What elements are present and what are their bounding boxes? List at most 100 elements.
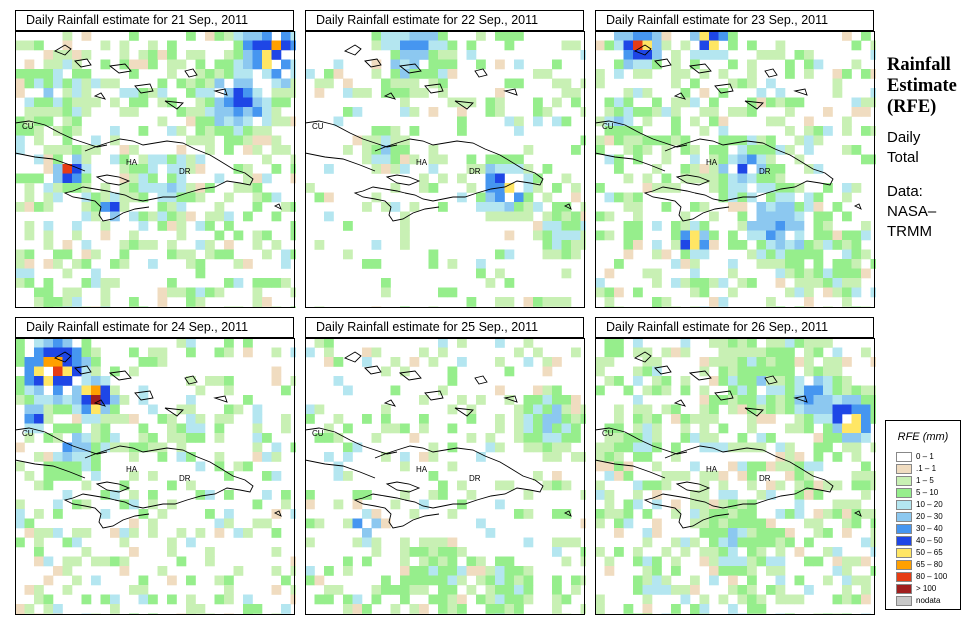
rainfall-cell [514, 192, 524, 203]
rainfall-cell [571, 414, 581, 424]
coastline [853, 510, 862, 517]
rainfall-cell [804, 471, 814, 481]
rainfall-cell [623, 192, 634, 203]
rainfall-cell [642, 69, 653, 79]
rainfall-cell [72, 414, 82, 424]
rainfall-cell [870, 154, 876, 165]
rainfall-cell [186, 164, 196, 174]
rainfall-cell [775, 594, 786, 605]
rainfall-cell [861, 395, 871, 405]
rainfall-cell [24, 59, 35, 70]
rainfall-cell [252, 88, 263, 98]
rainfall-cell [466, 297, 477, 307]
rainfall-cell [718, 154, 729, 165]
rainfall-cell [352, 499, 363, 510]
rainfall-cell [580, 107, 586, 117]
rainfall-cell [400, 537, 410, 548]
rainfall-cell [252, 31, 263, 41]
rainfall-cell [642, 135, 653, 146]
rainfall-cell [419, 423, 429, 434]
rainfall-cell [81, 88, 92, 98]
rainfall-cell [72, 154, 82, 165]
rainfall-cell [495, 202, 505, 212]
rainfall-cell [62, 404, 73, 415]
rainfall-cell [72, 97, 82, 108]
rainfall-cell [195, 78, 206, 89]
rainfall-cell [43, 88, 54, 98]
rainfall-cell [623, 40, 634, 51]
rainfall-cell [495, 385, 505, 396]
rainfall-cell [15, 249, 25, 260]
rainfall-cell [823, 183, 833, 193]
rainfall-cell [352, 518, 363, 529]
rainfall-cell [728, 230, 738, 241]
rainfall-cell [428, 547, 439, 557]
rainfall-cell [699, 471, 710, 481]
rainfall-cell [324, 433, 334, 443]
rainfall-cell [747, 509, 757, 519]
rainfall-cell [362, 347, 372, 358]
rainfall-cell [15, 69, 25, 79]
rainfall-cell [476, 395, 486, 405]
rainfall-cell [699, 173, 710, 184]
rainfall-cell [671, 585, 681, 595]
rainfall-cell [24, 78, 35, 89]
rainfall-cell [633, 376, 643, 386]
rainfall-cell [804, 164, 814, 174]
rainfall-cell [728, 268, 738, 279]
rainfall-cell [81, 164, 92, 174]
rainfall-cell [514, 594, 524, 605]
rainfall-cell [561, 116, 572, 127]
rainfall-cell [129, 414, 139, 424]
rainfall-cell [34, 366, 44, 377]
rainfall-cell [214, 69, 225, 79]
rainfall-cell [271, 97, 282, 108]
rainfall-cell [661, 31, 672, 41]
rainfall-cell [129, 164, 139, 174]
rainfall-cell [680, 230, 691, 241]
rainfall-cell [766, 395, 776, 405]
rainfall-cell [766, 518, 776, 529]
rainfall-cell [652, 31, 662, 41]
rainfall-cell [428, 183, 439, 193]
rainfall-cell [81, 107, 92, 117]
rainfall-cell [851, 594, 862, 605]
coastline [633, 44, 652, 56]
rainfall-cell [580, 78, 586, 89]
legend-swatch [896, 536, 912, 546]
rainfall-cell [523, 585, 534, 595]
rainfall-cell [728, 490, 738, 500]
rainfall-cell [832, 385, 843, 396]
rainfall-cell [224, 376, 234, 386]
rainfall-cell [870, 395, 876, 405]
rainfall-cell [604, 126, 615, 136]
rainfall-cell [523, 537, 534, 548]
rainfall-cell [252, 423, 263, 434]
rainfall-cell [400, 585, 410, 595]
rainfall-cell [15, 259, 25, 269]
rainfall-cell [842, 183, 852, 193]
rainfall-cell [91, 202, 101, 212]
coastlines [305, 351, 572, 529]
rainfall-cell [642, 604, 653, 614]
rainfall-cell [728, 404, 738, 415]
rainfall-cell [195, 154, 206, 165]
rainfall-cell [690, 518, 700, 529]
rainfall-cell [290, 154, 296, 165]
rainfall-cell [523, 575, 534, 586]
rainfall-cell [737, 202, 748, 212]
coastline [108, 63, 132, 74]
rainfall-cell [552, 385, 562, 396]
rainfall-cell [343, 78, 353, 89]
rainfall-cell [100, 278, 111, 288]
rainfall-cell [718, 518, 729, 529]
rainfall-cell [485, 192, 496, 203]
rainfall-cell [851, 268, 862, 279]
rainfall-cell [72, 575, 82, 586]
rainfall-cell [785, 145, 795, 155]
rainfall-cell [390, 423, 401, 434]
rainfall-cell [15, 395, 25, 405]
rainfall-cell [775, 366, 786, 377]
rainfall-cell [100, 183, 111, 193]
rainfall-cell [343, 518, 353, 529]
